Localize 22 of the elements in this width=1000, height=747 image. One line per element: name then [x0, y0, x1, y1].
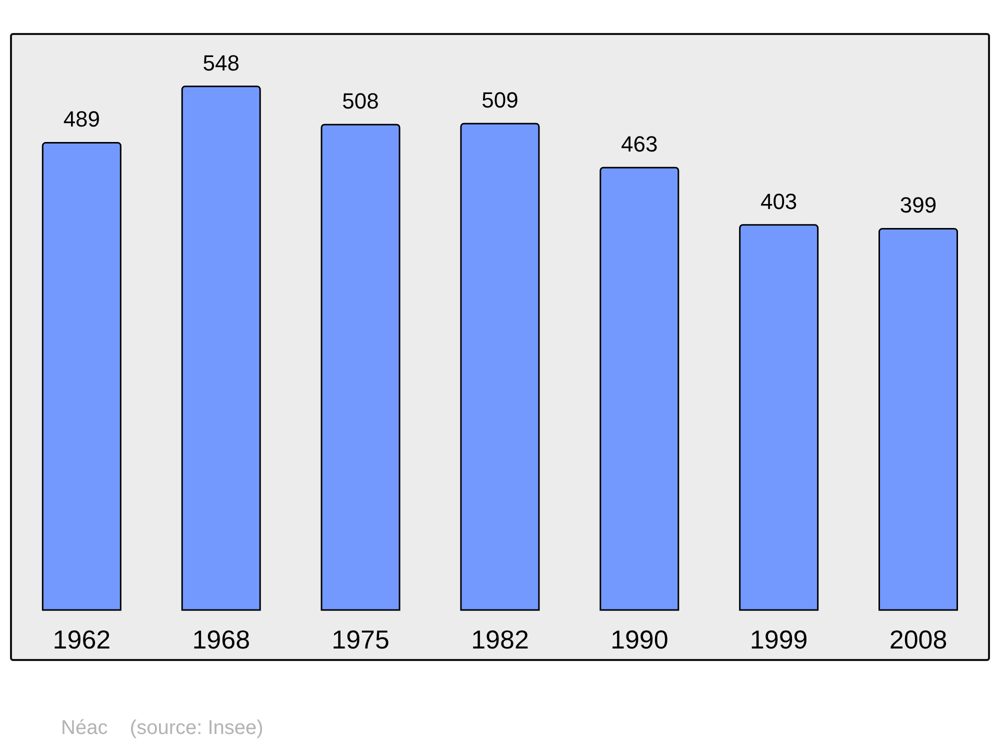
x-tick-label: 2008 [889, 624, 948, 654]
data-label: 399 [900, 192, 937, 218]
bar [181, 86, 261, 611]
bar [460, 122, 540, 611]
data-label: 548 [202, 50, 240, 76]
x-tick-label: 1999 [750, 624, 808, 654]
x-tick-label: 1968 [192, 624, 250, 654]
x-tick-label: 1962 [52, 624, 111, 654]
data-label: 463 [621, 132, 658, 157]
data-label: 509 [482, 88, 518, 113]
data-label: 403 [760, 188, 798, 214]
bar [878, 228, 958, 611]
text: Néac (source: Insee) [61, 717, 264, 740]
bar [600, 166, 680, 611]
bar [42, 142, 122, 611]
x-tick-label: 1990 [610, 624, 668, 654]
x-tick-label: 1975 [332, 624, 390, 654]
data-label: 508 [342, 88, 379, 114]
x-tick-label: 1982 [471, 624, 529, 654]
bar [320, 124, 400, 611]
bar [739, 224, 819, 611]
data-label: 489 [63, 106, 100, 132]
